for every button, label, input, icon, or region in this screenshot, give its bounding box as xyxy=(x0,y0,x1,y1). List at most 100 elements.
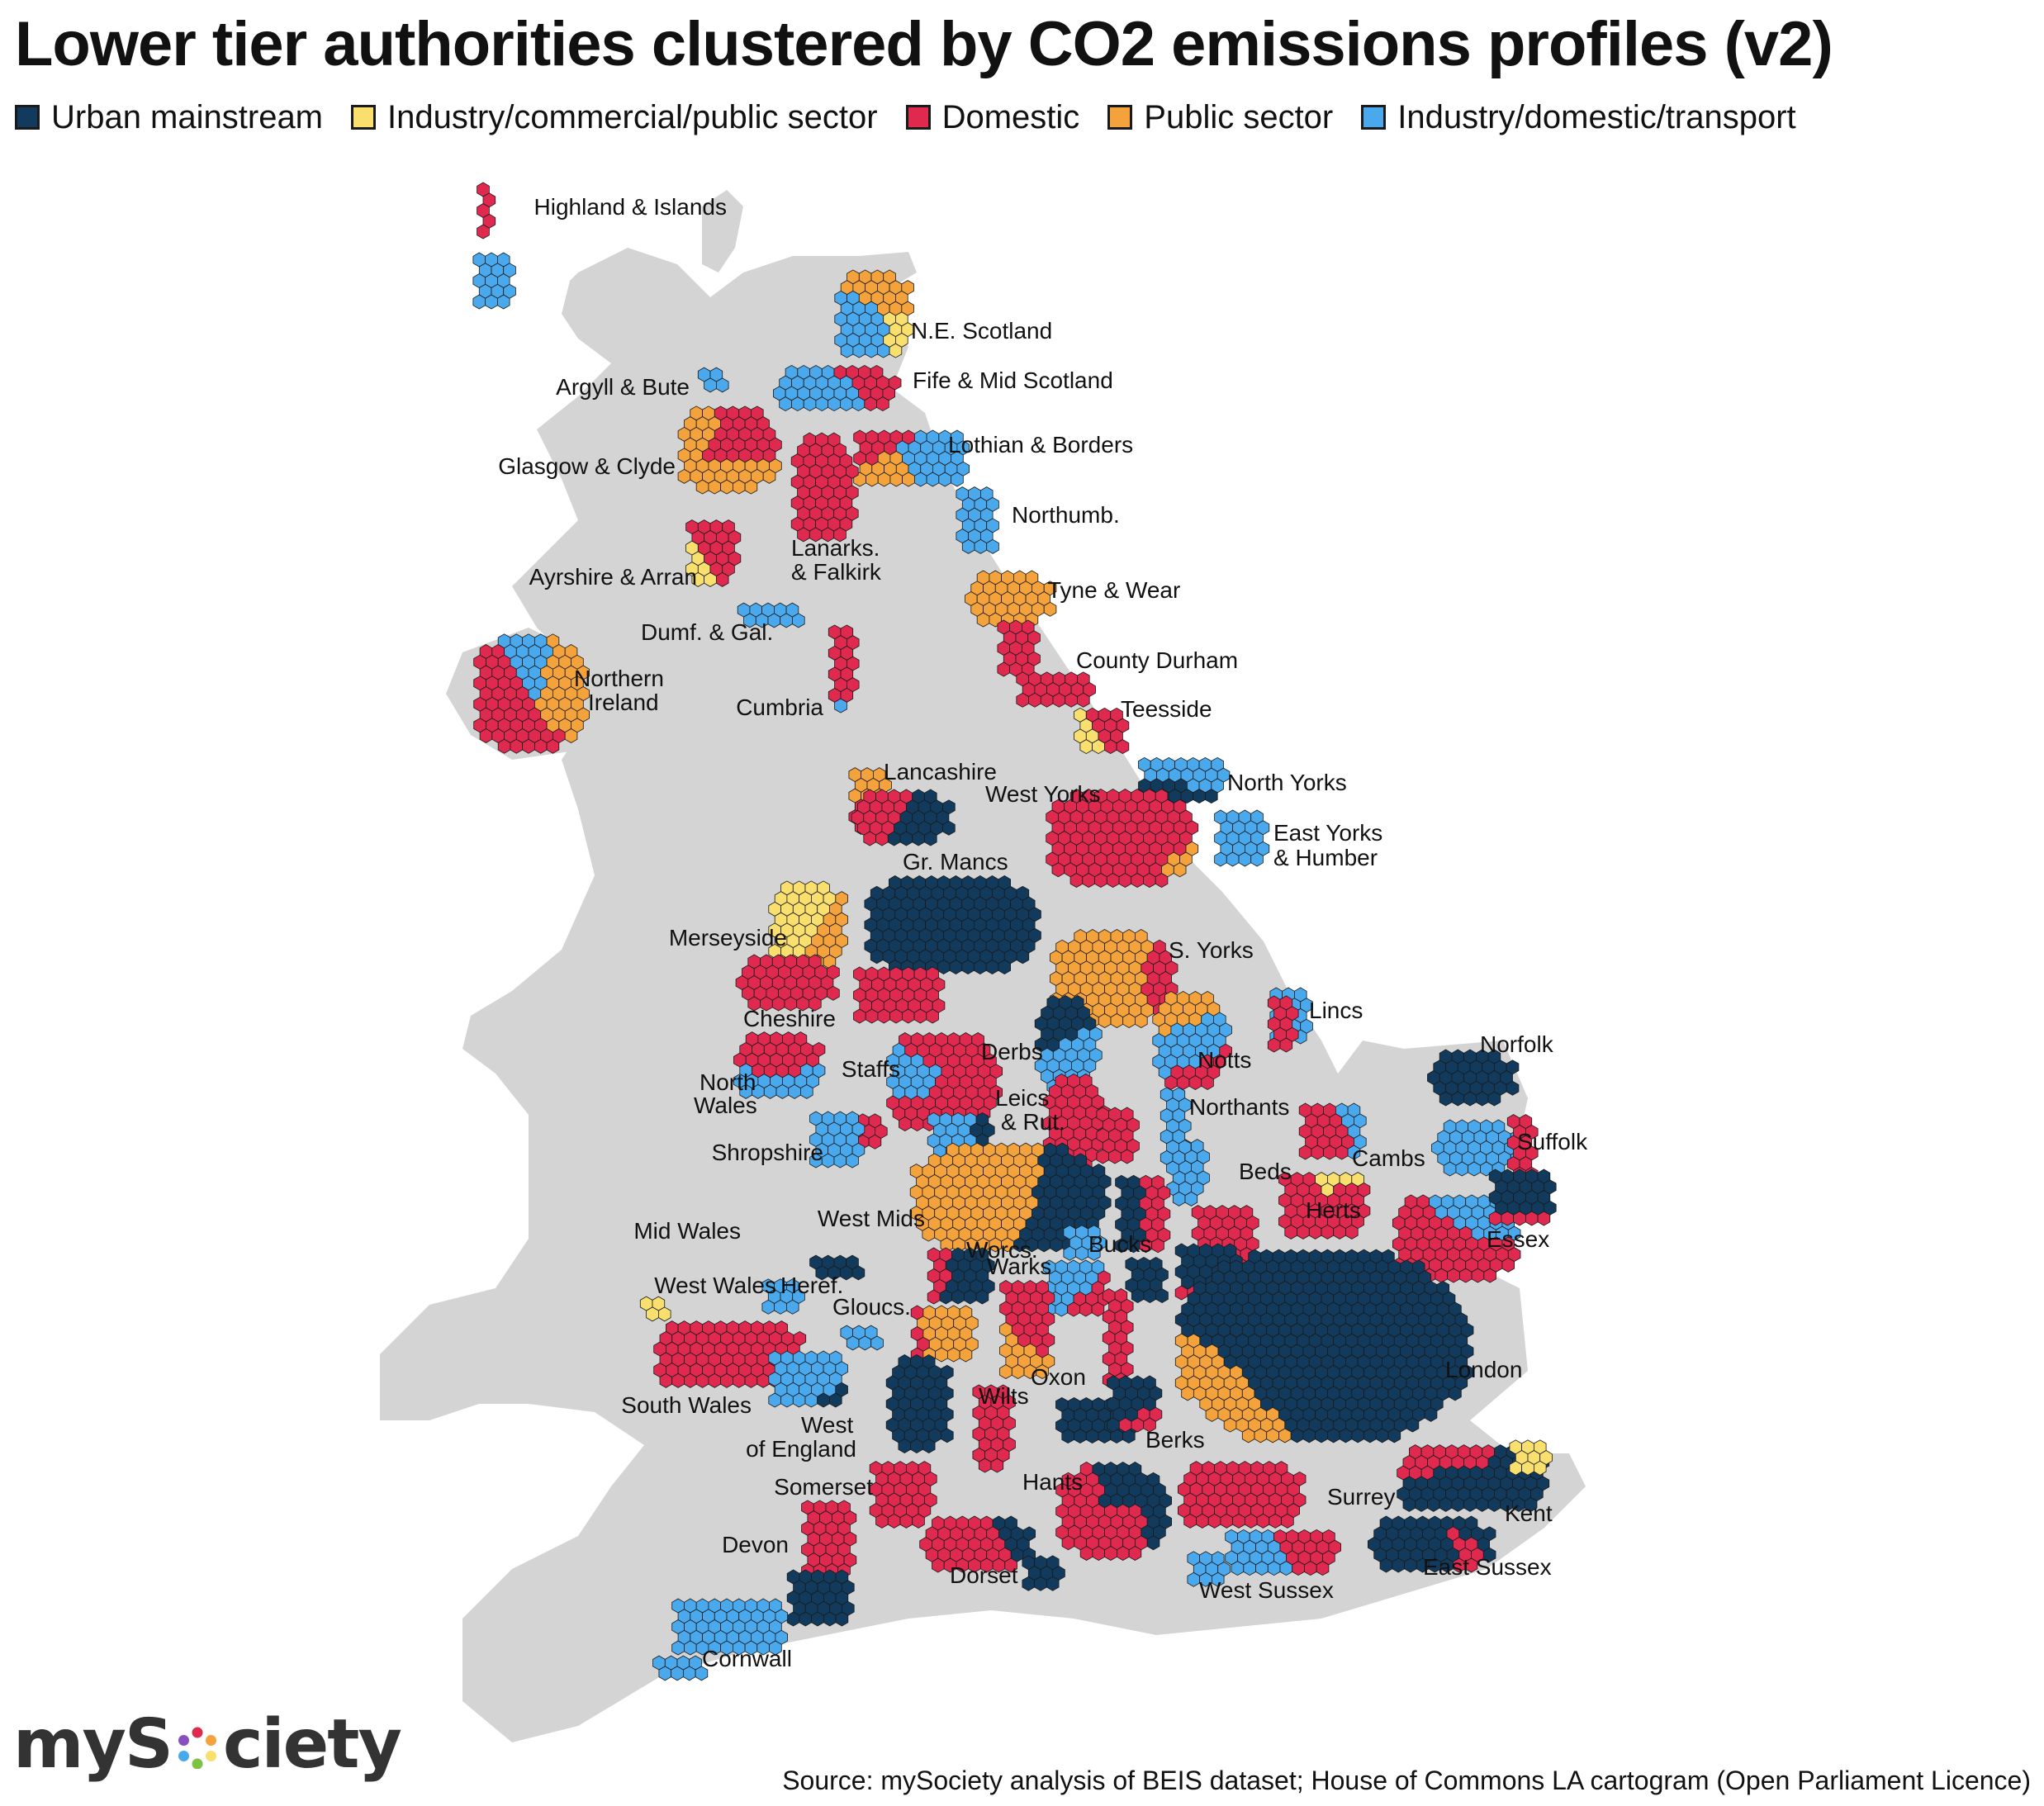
region-label: Tyne & Wear xyxy=(1047,577,1180,603)
authority-hex xyxy=(1067,1301,1080,1317)
authority-hex xyxy=(1077,692,1090,708)
region-label: Northants xyxy=(1189,1094,1289,1120)
authority-hex xyxy=(975,1289,989,1305)
authority-hex xyxy=(1034,1576,1047,1591)
authority-hex xyxy=(998,960,1011,974)
legend-label: Industry/commercial/public sector xyxy=(387,98,878,135)
authority-hex xyxy=(889,343,903,358)
region-label: & Humber xyxy=(1273,845,1378,870)
authority-hex xyxy=(835,1611,849,1627)
authority-hex xyxy=(959,1347,973,1363)
region-label: Worcs. xyxy=(966,1237,1038,1263)
authority-hex xyxy=(762,468,776,484)
logo-text-start: myS xyxy=(13,1705,173,1784)
authority-hex xyxy=(1046,1576,1060,1591)
region-label: Kent xyxy=(1505,1500,1553,1526)
region-label: Northern xyxy=(574,666,664,691)
authority-hex xyxy=(863,831,876,846)
authority-hex xyxy=(1061,1429,1074,1444)
authority-hex xyxy=(1521,1460,1534,1476)
authority-hex xyxy=(564,728,578,743)
authority-hex xyxy=(951,472,964,487)
authority-hex xyxy=(1016,949,1030,965)
region-label: Heref. xyxy=(780,1273,843,1298)
region-label: Staffs xyxy=(842,1056,900,1082)
region-label: Fife & Mid Scotland xyxy=(913,367,1113,393)
legend-item-public-sector: Public sector xyxy=(1107,99,1333,136)
authority-hex xyxy=(1468,1161,1481,1177)
authority-hex xyxy=(1043,601,1057,617)
region-label: Norfolk xyxy=(1480,1031,1554,1057)
authority-hex xyxy=(695,1666,709,1681)
authority-hex xyxy=(1415,1496,1428,1512)
authority-hex xyxy=(833,527,847,543)
authority-hex xyxy=(1266,1428,1279,1443)
legend-label: Domestic xyxy=(941,98,1080,135)
region-label: Dumf. & Gal. xyxy=(641,619,773,645)
legend-label: Industry/domestic/transport xyxy=(1397,98,1796,135)
region-label: Gr. Mancs xyxy=(903,849,1008,875)
authority-hex xyxy=(829,1392,842,1408)
authority-hex xyxy=(902,472,915,487)
authority-hex xyxy=(1387,1428,1401,1443)
authority-hex xyxy=(658,1306,671,1322)
region-label: Ireland xyxy=(588,690,659,715)
region-label: Merseyside xyxy=(669,925,787,950)
authority-hex xyxy=(646,1306,659,1322)
authority-hex xyxy=(926,1008,939,1024)
authority-hex xyxy=(1463,1091,1477,1107)
authority-hex xyxy=(792,613,805,628)
authority-hex xyxy=(876,396,889,412)
authority-hex xyxy=(1212,1571,1225,1587)
authority-hex xyxy=(1363,1428,1377,1443)
authority-hex xyxy=(1082,873,1095,888)
authority-hex xyxy=(834,698,847,713)
authority-hex xyxy=(1406,1417,1420,1433)
authority-hex xyxy=(827,985,840,1001)
authority-hex xyxy=(1121,1149,1134,1164)
authority-hex xyxy=(768,1392,781,1408)
authority-hex xyxy=(951,1289,965,1305)
legend-item-domestic: Domestic xyxy=(905,98,1080,136)
region-label: West Wales xyxy=(654,1273,776,1298)
legend-swatch xyxy=(351,105,377,130)
authority-hex xyxy=(1173,862,1187,878)
authority-hex xyxy=(1534,1460,1547,1476)
authority-hex xyxy=(716,377,729,393)
authority-hex xyxy=(974,960,987,974)
authority-hex xyxy=(704,571,717,587)
authority-hex xyxy=(1143,1417,1156,1433)
authority-hex xyxy=(1016,692,1029,708)
authority-hex xyxy=(683,1666,696,1681)
region-label: Somerset xyxy=(774,1474,873,1500)
authority-hex xyxy=(1304,1561,1317,1576)
authority-hex xyxy=(1424,1406,1438,1422)
authority-hex xyxy=(1323,1145,1336,1160)
authority-hex xyxy=(922,1439,936,1453)
region-label: North xyxy=(700,1069,756,1095)
authority-hex xyxy=(1464,1557,1478,1573)
region-label: North Yorks xyxy=(1227,770,1347,795)
mysociety-logo: myS ciety xyxy=(13,1705,402,1784)
region-label: Lancashire xyxy=(884,759,997,784)
authority-hex xyxy=(1205,1406,1219,1422)
region-label: S. Yorks xyxy=(1169,937,1254,963)
logo-dot xyxy=(178,1750,189,1761)
authority-hex xyxy=(1166,1160,1179,1176)
land-shape xyxy=(652,702,760,793)
region-label: N.E. Scotland xyxy=(911,318,1052,344)
authority-hex xyxy=(1524,1496,1538,1512)
authority-hex xyxy=(658,1666,671,1681)
authority-hex xyxy=(1135,1013,1148,1028)
region-label: West xyxy=(801,1412,853,1438)
authority-hex xyxy=(1075,1245,1088,1261)
authority-hex xyxy=(472,294,486,310)
authority-hex xyxy=(1284,1224,1297,1240)
authority-hex xyxy=(1104,1546,1117,1561)
authority-hex xyxy=(870,1335,884,1351)
region-label: Berks xyxy=(1145,1427,1205,1453)
region-label: Shropshire xyxy=(712,1140,823,1165)
authority-hex xyxy=(1050,1237,1063,1253)
authority-hex xyxy=(1482,1547,1496,1562)
